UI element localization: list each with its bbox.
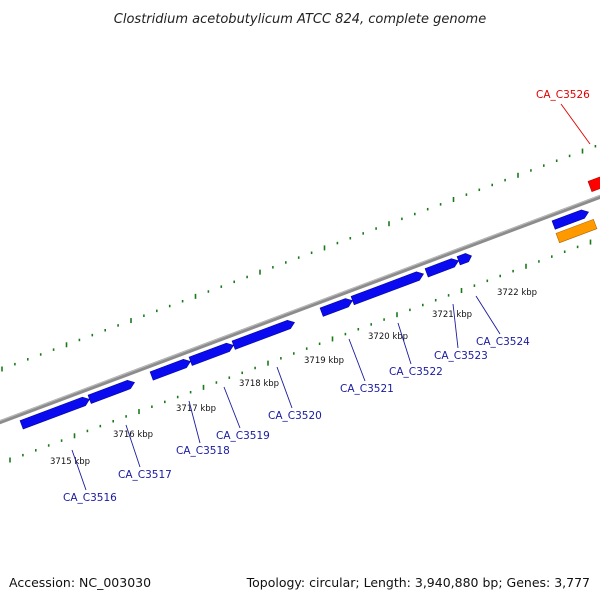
genome-summary: Topology: circular; Length: 3,940,880 bp… [246, 575, 590, 590]
gene-arrow[interactable] [19, 395, 91, 430]
gene-arrow[interactable] [231, 318, 296, 350]
scale-label: 3715 kbp [50, 457, 90, 467]
gene-leader-line [188, 400, 201, 444]
scale-label: 3718 kbp [239, 379, 279, 389]
genome-backbone-highlight [0, 194, 600, 422]
gene-label[interactable]: CA_C3516 [63, 492, 117, 504]
gene-label[interactable]: CA_C3520 [268, 410, 322, 422]
gene-box-other[interactable] [555, 219, 598, 244]
scale-label: 3720 kbp [368, 332, 408, 342]
gene-arrow[interactable] [87, 378, 136, 404]
gene-arrow[interactable] [188, 341, 235, 366]
outer-tick-track [1, 144, 597, 372]
scale-label-track: 3715 kbp 3716 kbp 3717 kbp 3718 kbp 3719 kbp… [50, 288, 537, 467]
scale-label: 3717 kbp [176, 404, 216, 414]
gene-arrow[interactable] [149, 357, 192, 381]
gene-leader-line [397, 322, 412, 365]
gene-leader-line [276, 366, 293, 409]
scale-label: 3719 kbp [304, 356, 344, 366]
gene-leader-line [223, 386, 241, 429]
gene-label[interactable]: CA_C3519 [216, 430, 270, 442]
gene-label[interactable]: CA_C3526 [536, 89, 590, 101]
inner-tick-track [9, 239, 592, 463]
gene-arrow[interactable] [350, 270, 425, 306]
gene-leader-line [475, 295, 501, 335]
gene-arrow[interactable] [456, 252, 473, 266]
gene-label[interactable]: CA_C3522 [389, 366, 443, 378]
gene-track [19, 174, 600, 430]
genome-backbone [0, 194, 600, 425]
scale-label: 3721 kbp [432, 310, 472, 320]
map-title: Clostridium acetobutylicum ATCC 824, com… [114, 12, 486, 27]
scale-label: 3716 kbp [113, 430, 153, 440]
gene-arrow[interactable] [424, 257, 460, 278]
gene-label[interactable]: CA_C3523 [434, 350, 488, 362]
gene-box-highlight[interactable] [587, 174, 600, 193]
gene-label[interactable]: CA_C3524 [476, 336, 530, 348]
scale-label: 3722 kbp [497, 288, 537, 298]
accession-label: Accession: NC_003030 [9, 575, 151, 590]
gene-leader-line [452, 303, 459, 349]
gene-label[interactable]: CA_C3517 [118, 469, 172, 481]
gene-leader-line [71, 449, 87, 491]
gene-arrow[interactable] [551, 208, 590, 230]
gene-leader-line [348, 338, 366, 382]
gene-arrow[interactable] [319, 296, 354, 317]
gene-leader-line [560, 103, 591, 145]
gene-leader-line [125, 424, 141, 468]
gene-label[interactable]: CA_C3521 [340, 383, 394, 395]
gene-label[interactable]: CA_C3518 [176, 445, 230, 457]
